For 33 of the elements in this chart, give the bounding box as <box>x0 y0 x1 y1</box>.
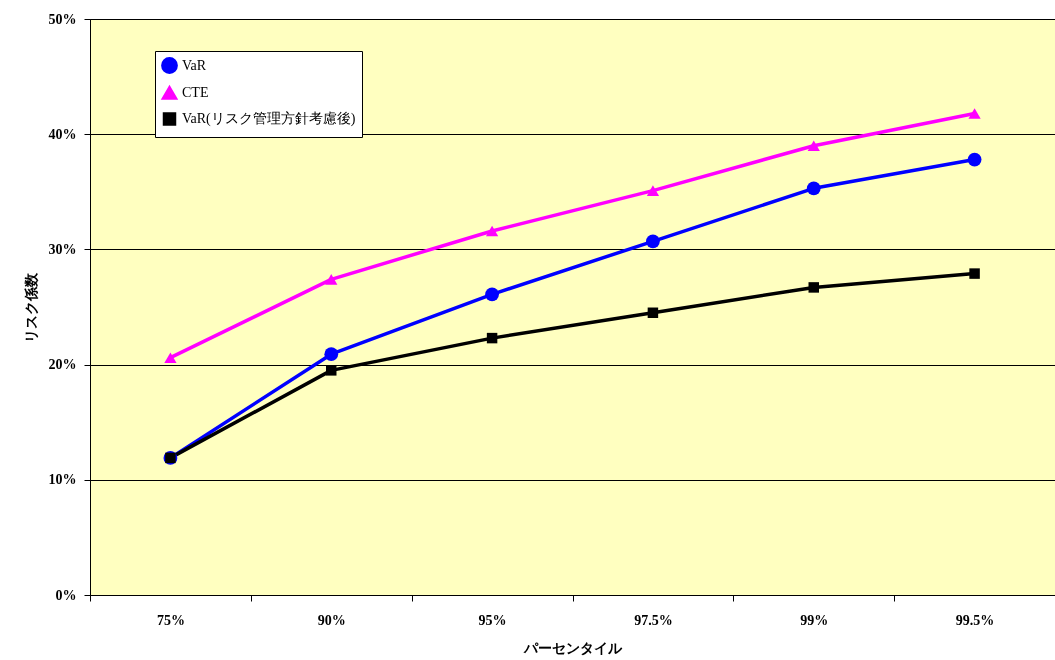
x-tick-label: 90% <box>317 612 346 628</box>
y-tick-label: 20% <box>48 357 77 373</box>
point <box>486 332 498 344</box>
point <box>806 181 821 196</box>
x-tick-label: 99% <box>800 612 829 628</box>
point <box>324 347 339 362</box>
x-tick-label: 95% <box>478 612 507 628</box>
point <box>968 108 981 119</box>
x-tick-label: 99.5% <box>955 612 995 628</box>
point <box>164 352 177 363</box>
y-tick-label: 50% <box>48 11 77 27</box>
y-tick-label: 0% <box>55 587 77 603</box>
point <box>969 268 980 279</box>
point <box>646 234 660 249</box>
point <box>967 152 982 167</box>
legend-label: CTE <box>182 85 209 100</box>
y-tick-label: 10% <box>48 472 77 488</box>
point <box>485 287 499 302</box>
point <box>646 185 660 196</box>
legend-label: VaR(リスク管理方針考慮後) <box>182 111 356 127</box>
point <box>807 140 820 152</box>
y-tick-label: 30% <box>48 241 77 257</box>
point <box>485 225 499 237</box>
point <box>325 274 338 285</box>
point <box>647 307 659 318</box>
y-axis-title: リスク係数 <box>23 271 39 343</box>
x-tick-label: 75% <box>156 612 185 628</box>
point <box>326 365 337 376</box>
x-axis-title: パーセンタイル <box>523 640 623 656</box>
x-tick-label: 97.5% <box>634 612 673 628</box>
legend-label: VaR <box>182 57 207 73</box>
y-tick-label: 40% <box>48 126 77 142</box>
point <box>808 282 819 293</box>
